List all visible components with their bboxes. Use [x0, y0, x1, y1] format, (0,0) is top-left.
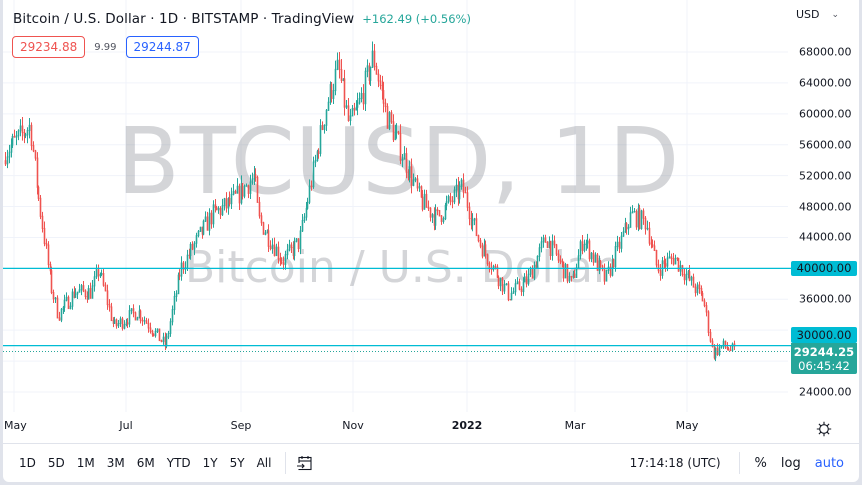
clock-timezone[interactable]: 17:14:18 (UTC)	[629, 456, 721, 470]
price-axis-label: 36000.00	[799, 292, 852, 306]
legend-title-row: Bitcoin / U.S. Dollar · 1D · BITSTAMP · …	[13, 8, 471, 30]
range-3m[interactable]: 3M	[106, 456, 125, 470]
price-axis-label: 68000.00	[799, 45, 852, 59]
last-price-value: 29244.25	[793, 345, 855, 359]
price-axis-label: 24000.00	[799, 385, 852, 399]
bar-countdown: 06:45:42	[798, 359, 850, 373]
range-5d[interactable]: 5D	[47, 456, 65, 470]
range-all[interactable]: All	[256, 456, 272, 470]
time-axis-label: Sep	[230, 419, 252, 432]
log-scale-toggle[interactable]: log	[780, 455, 801, 471]
price-axis-label: 52000.00	[799, 169, 852, 183]
time-axis-label: Mar	[564, 419, 586, 432]
gear-icon[interactable]	[816, 421, 832, 437]
hline-40000-tag: 40000.00	[791, 261, 857, 276]
time-axis-label: 2022	[451, 419, 483, 432]
last-price-tag: 29244.25 06:45:42	[791, 343, 857, 374]
spread-value: 9.99	[94, 41, 117, 53]
symbol-title[interactable]: Bitcoin / U.S. Dollar · 1D · BITSTAMP · …	[13, 11, 355, 27]
currency-label: USD	[796, 8, 820, 21]
price-change: +162.49 (+0.56%)	[362, 12, 471, 26]
percent-scale-toggle[interactable]: %	[754, 455, 767, 471]
price-chart-canvas[interactable]: BTCUSD, 1D Bitcoin / U.S. Dollar	[3, 0, 859, 444]
auto-scale-toggle[interactable]: auto	[814, 455, 844, 471]
range-ytd[interactable]: YTD	[166, 456, 191, 470]
toolbar-separator	[738, 452, 740, 474]
buy-button[interactable]: 29244.87	[125, 36, 199, 58]
symbol-watermark: BTCUSD, 1D	[117, 108, 680, 215]
chart-widget: BTCUSD, 1D Bitcoin / U.S. Dollar Bitcoin …	[3, 0, 859, 482]
bid-ask-quotes: 29234.88 9.99 29244.87	[12, 36, 199, 58]
calendar-goto-icon[interactable]	[296, 455, 314, 471]
price-axis-label: 60000.00	[799, 107, 852, 121]
range-5y[interactable]: 5Y	[229, 456, 245, 470]
bottom-toolbar: 1D 5D 1M 3M 6M YTD 1Y 5Y All 17:14:18 (U…	[3, 444, 859, 482]
price-axis-label: 56000.00	[799, 138, 852, 152]
hline-30000-tag: 30000.00	[791, 327, 857, 343]
range-1y[interactable]: 1Y	[202, 456, 218, 470]
description-watermark: Bitcoin / U.S. Dollar	[185, 242, 612, 293]
range-6m[interactable]: 6M	[136, 456, 155, 470]
price-axis-label: 44000.00	[799, 230, 852, 244]
time-axis-label: May	[4, 419, 27, 432]
price-axis-label: 48000.00	[799, 200, 852, 214]
price-axis-label: 64000.00	[799, 76, 852, 90]
time-axis-label: May	[675, 419, 699, 432]
sell-button[interactable]: 29234.88	[12, 36, 86, 58]
chevron-down-icon: ⌄	[831, 9, 840, 20]
range-1d[interactable]: 1D	[19, 456, 36, 470]
bottom-bar-divider	[3, 443, 859, 444]
time-axis-label: Nov	[342, 419, 364, 432]
chart-scale-tools: 17:14:18 (UTC) % log auto	[630, 444, 851, 482]
range-1m[interactable]: 1M	[76, 456, 95, 470]
time-axis-label: Jul	[119, 419, 133, 432]
currency-selector[interactable]: USD ⌄	[796, 8, 839, 21]
toolbar-separator	[285, 452, 287, 474]
